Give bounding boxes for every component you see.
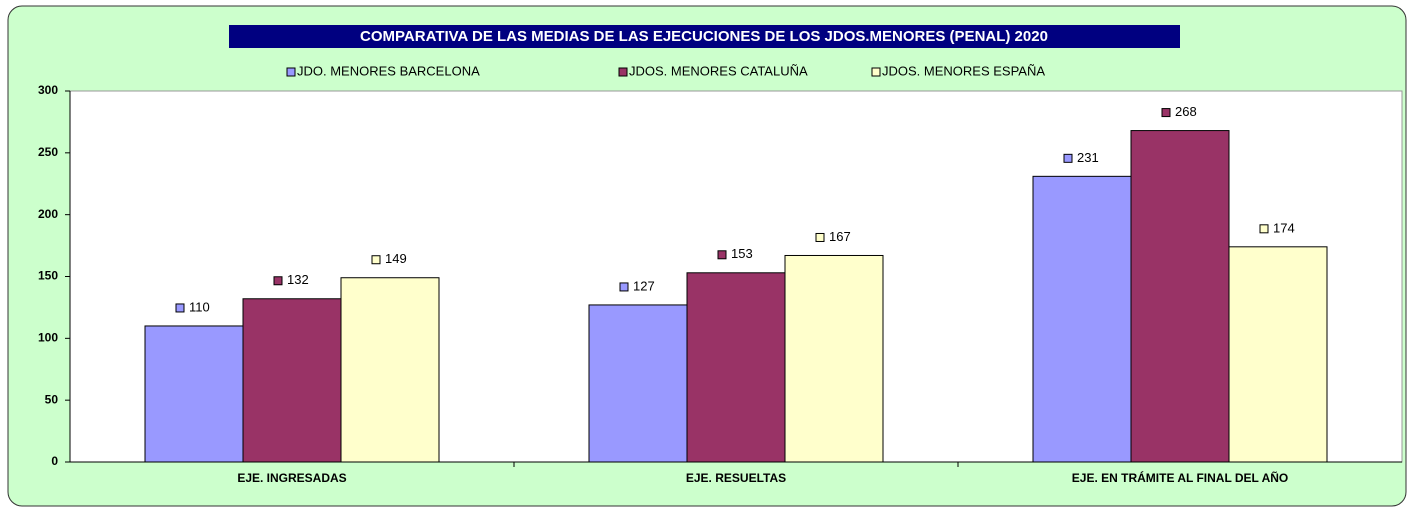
data-label: 127 xyxy=(633,278,655,293)
bar xyxy=(242,298,342,463)
y-tick-label: 300 xyxy=(38,83,58,97)
data-label-marker xyxy=(815,232,825,242)
y-tick-label: 100 xyxy=(38,331,58,345)
legend-label: JDO. MENORES BARCELONA xyxy=(297,63,480,78)
data-label-marker xyxy=(1161,108,1171,118)
data-label: 149 xyxy=(385,251,407,266)
chart-title: COMPARATIVA DE LAS MEDIAS DE LAS EJECUCI… xyxy=(360,28,1048,45)
y-tick-label: 200 xyxy=(38,207,58,221)
data-label-marker xyxy=(717,250,727,260)
x-tick-label: EJE. RESUELTAS xyxy=(686,471,786,485)
data-label-marker xyxy=(1259,224,1269,234)
data-label-marker xyxy=(1063,153,1073,163)
bar xyxy=(1130,130,1230,463)
data-label-marker xyxy=(175,303,185,313)
data-label: 167 xyxy=(829,229,851,244)
data-label-marker xyxy=(371,255,381,265)
y-tick-label: 0 xyxy=(51,454,58,468)
y-tick-label: 50 xyxy=(45,392,59,406)
data-label: 132 xyxy=(287,272,309,287)
x-tick-label: EJE. EN TRÁMITE AL FINAL DEL AÑO xyxy=(1072,470,1288,485)
legend-label: JDOS. MENORES ESPAÑA xyxy=(882,63,1045,78)
bar xyxy=(1228,246,1328,463)
y-tick-label: 150 xyxy=(38,269,58,283)
y-tick-label: 250 xyxy=(38,145,58,159)
legend-marker xyxy=(871,67,881,77)
bar xyxy=(1032,175,1132,463)
legend-marker xyxy=(286,67,296,77)
x-tick-label: EJE. INGRESADAS xyxy=(237,471,346,485)
bar xyxy=(340,277,440,463)
legend-label: JDOS. MENORES CATALUÑA xyxy=(629,63,808,78)
data-label: 174 xyxy=(1273,220,1295,235)
bar xyxy=(686,272,786,463)
data-label-marker xyxy=(619,282,629,292)
bar xyxy=(144,325,244,463)
legend-marker xyxy=(618,67,628,77)
data-label: 110 xyxy=(189,299,210,314)
data-label: 268 xyxy=(1175,104,1197,119)
data-label: 153 xyxy=(731,246,753,261)
bar xyxy=(784,254,884,463)
data-label-marker xyxy=(273,276,283,286)
bar xyxy=(588,304,688,463)
data-label: 231 xyxy=(1077,150,1099,165)
title-box xyxy=(229,25,1180,48)
